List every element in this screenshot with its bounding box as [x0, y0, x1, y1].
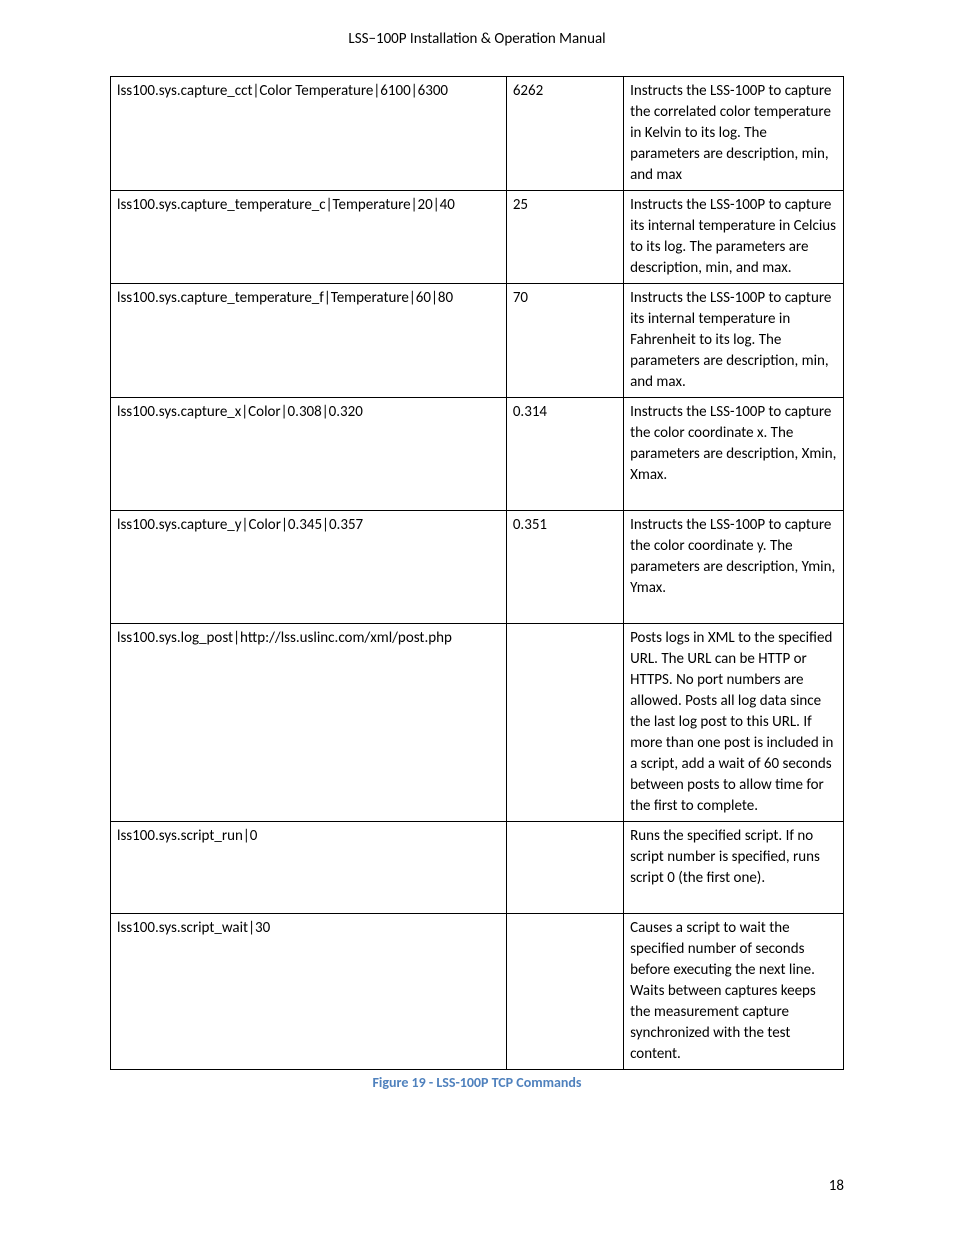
- command-cell: lss100.sys.script_wait|30: [111, 914, 507, 1070]
- table-row: lss100.sys.log_post|http://lss.uslinc.co…: [111, 624, 844, 822]
- command-cell: lss100.sys.capture_temperature_f|Tempera…: [111, 284, 507, 398]
- document-page: LSS−100P Installation & Operation Manual…: [0, 0, 954, 1235]
- table-row: lss100.sys.script_wait|30 Causes a script…: [111, 914, 844, 1070]
- response-cell: [506, 914, 623, 1070]
- command-cell: lss100.sys.log_post|http://lss.uslinc.co…: [111, 624, 507, 822]
- description-cell: Instructs the LSS-100P to capture the co…: [624, 398, 844, 511]
- command-cell: lss100.sys.script_run|0: [111, 822, 507, 914]
- figure-caption: Figure 19 - LSS-100P TCP Commands: [110, 1074, 844, 1091]
- description-cell: Runs the specified script. If no script …: [624, 822, 844, 914]
- response-cell: 0.351: [506, 511, 623, 624]
- description-cell: Instructs the LSS-100P to capture the co…: [624, 511, 844, 624]
- command-cell: lss100.sys.capture_x|Color|0.308|0.320: [111, 398, 507, 511]
- commands-table: lss100.sys.capture_cct|Color Temperature…: [110, 76, 844, 1070]
- description-cell: Instructs the LSS-100P to capture its in…: [624, 284, 844, 398]
- table-row: lss100.sys.capture_x|Color|0.308|0.3200.…: [111, 398, 844, 511]
- table-row: lss100.sys.capture_temperature_c|Tempera…: [111, 191, 844, 284]
- page-header: LSS−100P Installation & Operation Manual: [110, 30, 844, 48]
- table-row: lss100.sys.script_run|0 Runs the specifie…: [111, 822, 844, 914]
- description-cell: Causes a script to wait the specified nu…: [624, 914, 844, 1070]
- response-cell: [506, 822, 623, 914]
- response-cell: 0.314: [506, 398, 623, 511]
- description-cell: Instructs the LSS-100P to capture the co…: [624, 77, 844, 191]
- description-cell: Instructs the LSS-100P to capture its in…: [624, 191, 844, 284]
- command-cell: lss100.sys.capture_y|Color|0.345|0.357: [111, 511, 507, 624]
- table-row: lss100.sys.capture_cct|Color Temperature…: [111, 77, 844, 191]
- command-cell: lss100.sys.capture_temperature_c|Tempera…: [111, 191, 507, 284]
- description-cell: Posts logs in XML to the specified URL. …: [624, 624, 844, 822]
- response-cell: 25: [506, 191, 623, 284]
- response-cell: 70: [506, 284, 623, 398]
- table-row: lss100.sys.capture_temperature_f|Tempera…: [111, 284, 844, 398]
- page-number: 18: [829, 1177, 844, 1195]
- command-cell: lss100.sys.capture_cct|Color Temperature…: [111, 77, 507, 191]
- response-cell: [506, 624, 623, 822]
- response-cell: 6262: [506, 77, 623, 191]
- table-row: lss100.sys.capture_y|Color|0.345|0.3570.…: [111, 511, 844, 624]
